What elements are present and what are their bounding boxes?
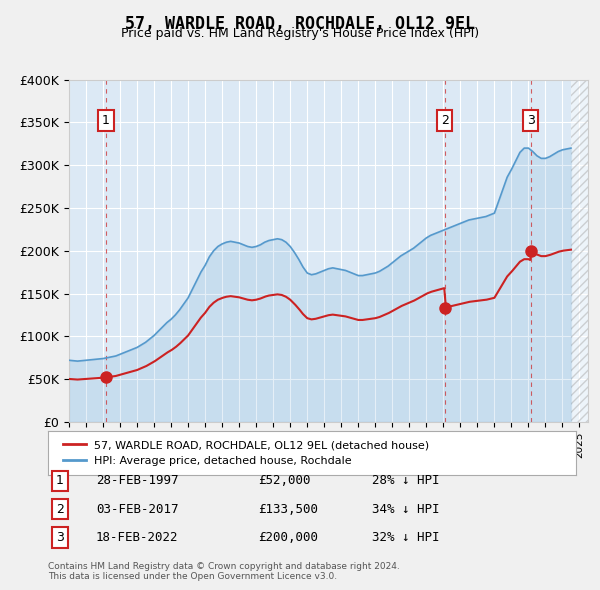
Text: £200,000: £200,000 (258, 531, 318, 544)
Text: £133,500: £133,500 (258, 503, 318, 516)
Text: 28-FEB-1997: 28-FEB-1997 (96, 474, 179, 487)
Text: Price paid vs. HM Land Registry's House Price Index (HPI): Price paid vs. HM Land Registry's House … (121, 27, 479, 40)
Text: 34% ↓ HPI: 34% ↓ HPI (372, 503, 439, 516)
Text: 1: 1 (102, 114, 110, 127)
Text: 28% ↓ HPI: 28% ↓ HPI (372, 474, 439, 487)
Text: Contains HM Land Registry data © Crown copyright and database right 2024.
This d: Contains HM Land Registry data © Crown c… (48, 562, 400, 581)
Text: 18-FEB-2022: 18-FEB-2022 (96, 531, 179, 544)
Text: 3: 3 (527, 114, 535, 127)
Text: 2: 2 (441, 114, 449, 127)
Text: 2: 2 (56, 503, 64, 516)
Text: 57, WARDLE ROAD, ROCHDALE, OL12 9EL: 57, WARDLE ROAD, ROCHDALE, OL12 9EL (125, 15, 475, 33)
Legend: 57, WARDLE ROAD, ROCHDALE, OL12 9EL (detached house), HPI: Average price, detach: 57, WARDLE ROAD, ROCHDALE, OL12 9EL (det… (59, 435, 434, 470)
Text: 3: 3 (56, 531, 64, 544)
Text: 1: 1 (56, 474, 64, 487)
Text: £52,000: £52,000 (258, 474, 311, 487)
Text: 03-FEB-2017: 03-FEB-2017 (96, 503, 179, 516)
Text: 32% ↓ HPI: 32% ↓ HPI (372, 531, 439, 544)
